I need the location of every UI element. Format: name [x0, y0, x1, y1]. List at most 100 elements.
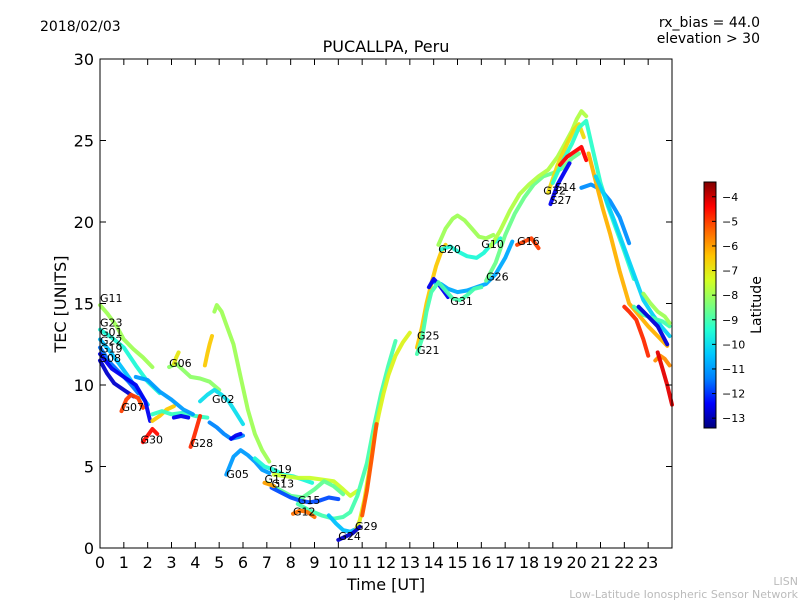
colorbar-tick-label: −8	[722, 289, 738, 302]
satellite-label: G22	[100, 334, 123, 347]
satellite-label: G11	[100, 292, 123, 305]
tec-track-20	[224, 448, 272, 477]
x-tick-label: 18	[519, 553, 539, 572]
colorbar	[703, 181, 717, 429]
tec-track-18	[207, 420, 245, 441]
x-tick-label: 1	[119, 553, 129, 572]
colorbar-tick-label: −10	[722, 338, 745, 351]
x-tick-label: 6	[238, 553, 248, 572]
y-tick-label: 0	[84, 539, 94, 558]
tec-track-33	[436, 213, 496, 247]
x-tick-label: 4	[190, 553, 200, 572]
satellite-label: G16	[517, 235, 540, 248]
satellite-label: G25	[417, 329, 440, 342]
footer-org-long: Low-Latitude Ionospheric Sensor Network	[569, 588, 798, 600]
satellite-label: G13	[272, 478, 295, 491]
x-tick-label: 11	[352, 553, 372, 572]
x-tick-label: 23	[638, 553, 658, 572]
x-tick-label: 9	[309, 553, 319, 572]
satellite-label: S14	[555, 181, 576, 194]
x-tick-label: 7	[262, 553, 272, 572]
tec-track-15	[202, 334, 214, 368]
colorbar-ticks: −4 −5 −6 −7 −8 −9 −10 −11 −12 −13	[712, 191, 745, 425]
x-tick-label: 21	[590, 553, 610, 572]
y-axis-label: TEC [UNITS]	[51, 256, 70, 354]
tec-track-47	[593, 174, 672, 339]
tec-track-38	[484, 151, 581, 283]
satellite-label: G32	[543, 184, 566, 197]
satellite-label: G19	[269, 463, 292, 476]
tec-track-53	[655, 350, 674, 407]
tec-track-8	[167, 361, 222, 392]
satellite-label: G29	[355, 520, 378, 533]
tec-track-30	[336, 524, 362, 542]
satellite-label: G21	[417, 344, 440, 357]
colorbar-tick-label: −7	[722, 265, 738, 278]
y-tick-label: 15	[74, 295, 94, 314]
x-tick-label: 10	[328, 553, 348, 572]
satellite-label: G26	[486, 271, 509, 284]
x-tick-label: 8	[286, 553, 296, 572]
tec-track-46	[586, 151, 670, 348]
satellite-label: G02	[212, 393, 235, 406]
tec-track-40	[515, 236, 541, 251]
satellite-label: G28	[191, 437, 214, 450]
tec-track-44	[548, 161, 572, 207]
tec-track-49	[641, 291, 672, 326]
tec-track-12	[133, 374, 195, 417]
colorbar-tick-label: −6	[722, 240, 738, 253]
tec-track-24	[269, 485, 341, 505]
tec-track-7	[140, 427, 160, 445]
x-axis-label: Time [UT]	[346, 575, 425, 594]
tec-tracks	[98, 109, 674, 542]
tec-track-37	[415, 280, 484, 356]
satellite-label: G05	[226, 468, 249, 481]
tec-track-51	[622, 304, 651, 358]
satellite-label: G15	[298, 494, 321, 507]
colorbar-label: Latitude	[749, 276, 765, 334]
tec-track-43	[558, 145, 589, 167]
tec-track-25	[262, 480, 276, 489]
satellite-label: G06	[169, 357, 192, 370]
x-tick-label: 5	[214, 553, 224, 572]
y-tick-label: 10	[74, 376, 94, 395]
tec-track-16	[212, 303, 272, 464]
tec-track-5	[98, 358, 136, 399]
x-tick-label: 14	[423, 553, 443, 572]
x-tick-label: 0	[95, 553, 105, 572]
rx-bias-label: rx_bias = 44.0	[659, 15, 760, 31]
satellite-label: G20	[438, 243, 461, 256]
tec-track-27	[291, 508, 317, 519]
colorbar-tick-label: −9	[722, 314, 738, 327]
date-label: 2018/02/03	[40, 19, 121, 35]
satellite-label: G19	[100, 342, 123, 355]
satellite-label: G07	[122, 401, 145, 414]
tec-track-9	[171, 350, 181, 366]
y-tick-label: 30	[74, 50, 94, 69]
tec-track-31	[360, 422, 379, 518]
tec-track-13	[171, 414, 191, 420]
x-tick-label: 12	[376, 553, 396, 572]
x-tick-label: 15	[447, 553, 467, 572]
tec-track-6	[119, 392, 145, 414]
x-tick-label: 22	[614, 553, 634, 572]
satellite-label: G10	[481, 238, 504, 251]
colorbar-tick-label: −12	[722, 388, 745, 401]
satellite-label: S08	[100, 352, 121, 365]
elevation-label: elevation > 30	[657, 31, 760, 47]
x-tick-label: 17	[495, 553, 515, 572]
x-tick-label: 13	[400, 553, 420, 572]
x-tick-label: 2	[143, 553, 153, 572]
tec-track-22	[272, 472, 360, 498]
tec-track-11	[150, 409, 210, 420]
colorbar-tick-label: −5	[722, 215, 738, 228]
satellite-label: G12	[293, 505, 316, 518]
satellite-label: G31	[450, 295, 473, 308]
chart-title: PUCALLPA, Peru	[323, 37, 450, 56]
tec-track-14	[188, 414, 203, 449]
y-tick-label: 25	[74, 132, 94, 151]
tec-track-26	[295, 339, 398, 521]
x-tick-label: 20	[566, 553, 586, 572]
